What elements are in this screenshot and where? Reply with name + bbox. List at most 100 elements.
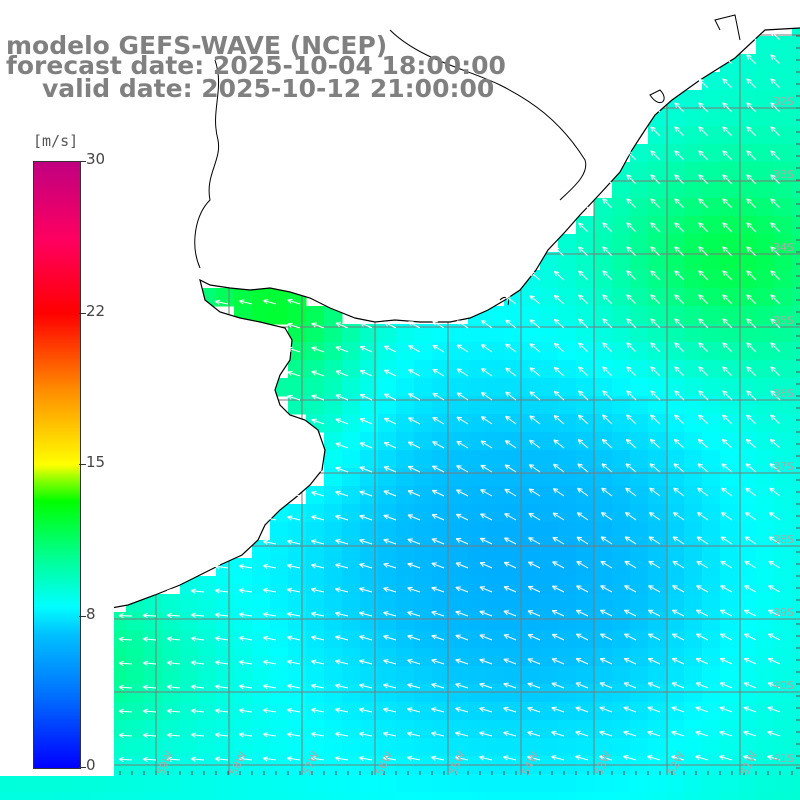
wind-arrow [503, 586, 517, 593]
speed-cell [432, 522, 451, 541]
wind-arrow [407, 586, 421, 593]
speed-cell [738, 630, 757, 649]
speed-cell [54, 774, 73, 793]
speed-cell [180, 648, 199, 667]
speed-cell [522, 558, 541, 577]
wind-arrow [238, 635, 253, 642]
speed-cell [360, 684, 379, 703]
speed-cell [450, 738, 469, 757]
speed-cell [792, 216, 800, 235]
speed-cell [522, 612, 541, 631]
speed-cell [738, 162, 757, 181]
speed-cell [504, 324, 523, 343]
colorbar-unit: [m/s] [33, 132, 79, 150]
speed-cell [396, 342, 415, 361]
speed-cell [558, 486, 577, 505]
speed-cell [792, 36, 800, 55]
speed-cell [774, 594, 793, 613]
wind-arrow [578, 270, 589, 281]
speed-cell [576, 540, 595, 559]
colorbar-label-15: 15 [86, 453, 106, 471]
speed-cell [468, 720, 487, 739]
speed-cell [720, 522, 739, 541]
speed-cell [162, 720, 181, 739]
latitude-label: 36S [773, 387, 794, 400]
speed-cell [558, 396, 577, 415]
speed-cell [378, 432, 397, 451]
speed-cell [504, 360, 523, 379]
wind-arrow [335, 442, 349, 449]
speed-cell [756, 216, 775, 235]
wind-arrow [697, 463, 709, 473]
wind-arrow [286, 659, 301, 665]
wind-arrow [698, 198, 709, 209]
speed-cell [468, 792, 487, 800]
speed-cell [324, 522, 343, 541]
speed-cell [306, 396, 325, 415]
wind-arrow [674, 150, 685, 161]
wind-arrow [602, 222, 613, 233]
wind-arrow [650, 342, 661, 353]
speed-cell [558, 684, 577, 703]
wind-arrow [722, 54, 733, 65]
speed-cell [558, 738, 577, 757]
speed-cell [630, 540, 649, 559]
speed-cell [558, 576, 577, 595]
wind-arrow [431, 682, 445, 689]
speed-cell [108, 792, 127, 800]
speed-cell [162, 792, 181, 800]
speed-cell [684, 702, 703, 721]
speed-cell [180, 792, 199, 800]
speed-cell [594, 612, 613, 631]
wind-arrow [505, 367, 517, 377]
speed-cell [270, 576, 289, 595]
speed-cell [540, 288, 559, 307]
wind-arrow [335, 346, 349, 353]
speed-cell [144, 594, 163, 613]
wind-arrow [359, 393, 373, 401]
wind-arrow [311, 466, 325, 473]
speed-cell [414, 396, 433, 415]
speed-cell [684, 162, 703, 181]
speed-cell [558, 414, 577, 433]
speed-cell [756, 720, 775, 739]
wind-arrow [674, 366, 685, 377]
speed-cell [234, 792, 253, 800]
wind-arrow [455, 610, 469, 617]
speed-cell [324, 432, 343, 451]
wind-arrow [359, 321, 373, 329]
speed-cell [720, 792, 739, 800]
speed-cell [378, 612, 397, 631]
speed-cell [594, 630, 613, 649]
speed-cell [540, 612, 559, 631]
speed-cell [486, 630, 505, 649]
wind-arrow [527, 658, 541, 665]
speed-cell [720, 738, 739, 757]
speed-cell [252, 792, 271, 800]
wind-arrow [239, 299, 253, 305]
wind-arrow [719, 682, 733, 689]
speed-cell [738, 576, 757, 595]
wind-arrow [719, 609, 733, 617]
speed-cell [306, 648, 325, 667]
wind-arrow [383, 586, 397, 593]
wind-arrow [647, 706, 661, 713]
speed-cell [576, 450, 595, 469]
speed-cell [396, 720, 415, 739]
wind-arrow [650, 318, 661, 329]
speed-cell [594, 342, 613, 361]
speed-cell [702, 648, 721, 667]
speed-cell [432, 324, 451, 343]
speed-cell [774, 324, 793, 343]
wind-arrow [407, 514, 421, 521]
speed-cell [378, 378, 397, 397]
speed-cell [306, 342, 325, 361]
wind-arrow [626, 318, 637, 329]
speed-cell [360, 612, 379, 631]
speed-cell [756, 540, 775, 559]
speed-cell [324, 468, 343, 487]
wind-arrow [479, 634, 493, 641]
speed-cell [378, 486, 397, 505]
wind-arrow [719, 657, 733, 665]
wind-arrow [602, 318, 613, 329]
